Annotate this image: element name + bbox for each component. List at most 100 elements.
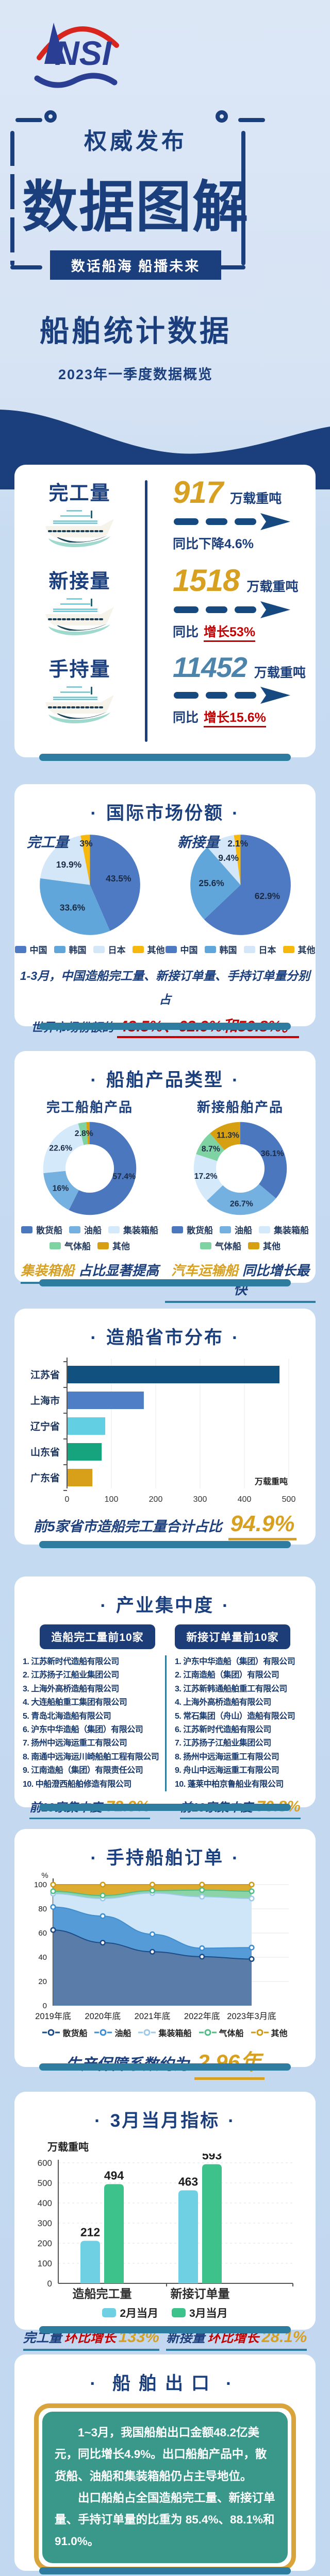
metric-note-highlight: 增长15.6% [204, 710, 266, 727]
svg-text:上海市: 上海市 [30, 1395, 60, 1406]
svg-text:2.1%: 2.1% [227, 838, 248, 849]
svg-text:2021年底: 2021年底 [135, 2011, 171, 2021]
metric-label: 新接量 [48, 571, 111, 592]
ring-marker-icon [94, 2029, 112, 2036]
company-item: 3. 江苏新韩通船舶重工有限公司 [175, 1684, 287, 1693]
metric-label: 完工量 [48, 483, 111, 504]
legend-item-韩国: 韩国 [54, 943, 87, 956]
svg-text:0: 0 [47, 2279, 52, 2289]
donut-slice-油船 [206, 1184, 276, 1215]
section-title-provinces: · 造船省市分布 · [90, 1328, 240, 1348]
legend-swatch [69, 1226, 80, 1233]
ship-icon [41, 682, 119, 726]
province-caption: 前5家省市造船完工量合计占比 94.9% [14, 1511, 316, 1540]
pie-slice-其他 [80, 835, 90, 885]
frame-line-left [15, 118, 42, 122]
header: NSI 权威发布 数据图解 数话船海 船播未来 船舶统计数据 2023年一季度数… [0, 0, 330, 489]
legend-swatch [50, 1242, 61, 1249]
monthly-bar-chart: 0 100 200 300 400 500 600 212 494 造船完工量 463 593 新接订单… [38, 2154, 293, 2300]
legend-item-散货船: 散货船 [42, 2026, 87, 2039]
legend-swatch [259, 1226, 270, 1233]
svg-text:100: 100 [34, 1880, 47, 1889]
pie-chart-neworders: 62.9% 25.6% 9.4% 2.1% [190, 835, 291, 935]
company-item: 7. 江苏扬子江船业集团公司 [175, 1739, 271, 1748]
monthly-card: · 3月当月指标 · 万载重吨 0 100 200 300 400 500 600 212 494 造… [14, 2092, 316, 2351]
pie-slice-韩国 [39, 878, 110, 935]
legend-item-中国: 中国 [14, 943, 47, 956]
pie-chart-completion: 43.5% 33.6% 19.9% 3% [39, 835, 140, 935]
orderbook-card: · 手持船舶订单 · 0 20 40 60 80 100% 2019年底 2020年底 2021年底… [14, 1829, 316, 2080]
svg-text:万载重吨: 万载重吨 [254, 1477, 288, 1486]
svg-text:山东省: 山东省 [30, 1446, 60, 1458]
metric-note: 同比下降4.6% [173, 537, 254, 551]
company-item: 6. 江苏新时代造船有限公司 [175, 1725, 271, 1734]
card-divider-bar [39, 754, 291, 761]
svg-text:212: 212 [80, 2225, 100, 2239]
donut-neworder-products: 36.1% 26.7% 17.2% 8.7% 11.3% 散货船 油船 集装箱船 气体船 其他 [165, 1119, 316, 1252]
company-item: 4. 上海外高桥造船有限公司 [175, 1698, 271, 1707]
company-item: 2. 江苏扬子江船业集团公司 [23, 1671, 119, 1680]
metric-value: 1518 [173, 563, 240, 598]
legend-item-中国: 中国 [165, 943, 198, 956]
legend-swatch [220, 1226, 231, 1233]
svg-text:8.7%: 8.7% [202, 1145, 220, 1154]
summary-metrics-card: 完工量 917 万载重吨 同比下降4.6% 新接量 1518 万载重吨 [14, 465, 316, 761]
report-title: 船舶统计数据 [40, 315, 232, 348]
pie-legend: 中国 韩国 日本 其他 [165, 943, 316, 956]
legend-item-散货船: 散货船 [21, 1223, 62, 1236]
pie-slice-韩国 [190, 847, 240, 920]
legend-item-气体船: 气体船 [200, 1239, 241, 1252]
legend-item-韩国: 韩国 [204, 943, 237, 956]
cansi-logo: NSI [34, 23, 119, 88]
card-divider-bar [39, 2063, 291, 2071]
dashed-arrow-icon [173, 686, 291, 704]
legend-swatch [248, 1242, 259, 1249]
svg-text:300: 300 [38, 2218, 52, 2228]
card-divider-bar [39, 1023, 291, 1030]
provinces-card: · 造船省市分布 · 0 100 200 300 400 500 江苏省 上海市 辽宁省 山东省 广东省… [14, 1309, 316, 1548]
legend-swatch [172, 1226, 183, 1233]
svg-text:20: 20 [38, 1977, 47, 1986]
legend-item-其他: 其他 [132, 943, 165, 956]
bar-造船完工量-3月当月 [104, 2184, 124, 2283]
badge-title: 权威发布 [84, 129, 187, 154]
legend-item-散货船: 散货船 [172, 1223, 213, 1236]
section-title-product-types: · 船舶产品类型 · [90, 1070, 240, 1090]
donut-title: 新接船舶产品 [196, 1099, 284, 1115]
pie-legend: 中国 韩国 日本 其他 [14, 943, 165, 956]
svg-text:2022年底: 2022年底 [184, 2011, 220, 2021]
pill-top10-neworders: 新接订单量前10家 [175, 1624, 290, 1649]
company-item: 2. 江南造船（集团）有限公司 [175, 1671, 279, 1680]
donut-legend: 散货船 油船 集装箱船 气体船 其他 [18, 1223, 162, 1252]
product-caption-container: 集装箱船 占比显著提高 [14, 1260, 165, 1303]
company-list-neworders: 1. 沪东中华造船（集团）有限公司 2. 江南造船（集团）有限公司 3. 江苏新韩通… [165, 1655, 316, 1791]
company-item: 8. 扬州中远海运重工有限公司 [175, 1752, 279, 1761]
dashed-arrow-icon [173, 600, 291, 619]
legend-item-日本: 日本 [243, 943, 276, 956]
bar-山东省 [68, 1443, 102, 1461]
svg-text:19.9%: 19.9% [56, 859, 81, 870]
svg-text:2020年底: 2020年底 [85, 2011, 121, 2021]
ring-marker-icon [138, 2029, 156, 2036]
legend-swatch [14, 945, 26, 953]
svg-text:3%: 3% [79, 838, 93, 849]
pie-title: 新接量 [177, 835, 219, 850]
pie-slice-中国 [90, 835, 140, 931]
pie-completion-share: 完工量 43.5% 33.6% 19.9% 3% 中国 韩国 日本 其他 [14, 832, 165, 956]
section-title-orderbook: · 手持船舶订单 · [90, 1848, 240, 1868]
export-card: · 船舶出口 · 1~3月，我国船舶出口金额48.2亿美元，同比增长4.9%。出口船… [14, 2354, 316, 2574]
section-title-export: · 船舶出口 · [90, 2374, 240, 2394]
svg-text:0: 0 [43, 2002, 47, 2010]
company-item: 7. 扬州中远海运重工有限公司 [23, 1739, 127, 1748]
metric-row-neworders: 新接量 1518 万载重吨 同比 增长53% [14, 565, 316, 653]
svg-text:17.2%: 17.2% [194, 1172, 218, 1181]
bar-新接订单量-2月当月 [178, 2190, 198, 2283]
ship-icon [41, 594, 119, 638]
donut-legend: 散货船 油船 集装箱船 气体船 其他 [168, 1223, 312, 1252]
legend-swatch [283, 945, 294, 953]
frame-corner-right [213, 265, 245, 269]
svg-text:62.9%: 62.9% [254, 891, 280, 901]
dashed-arrow-icon [173, 512, 291, 531]
ring-marker-icon [251, 2029, 269, 2036]
svg-text:26.7%: 26.7% [230, 1199, 253, 1208]
